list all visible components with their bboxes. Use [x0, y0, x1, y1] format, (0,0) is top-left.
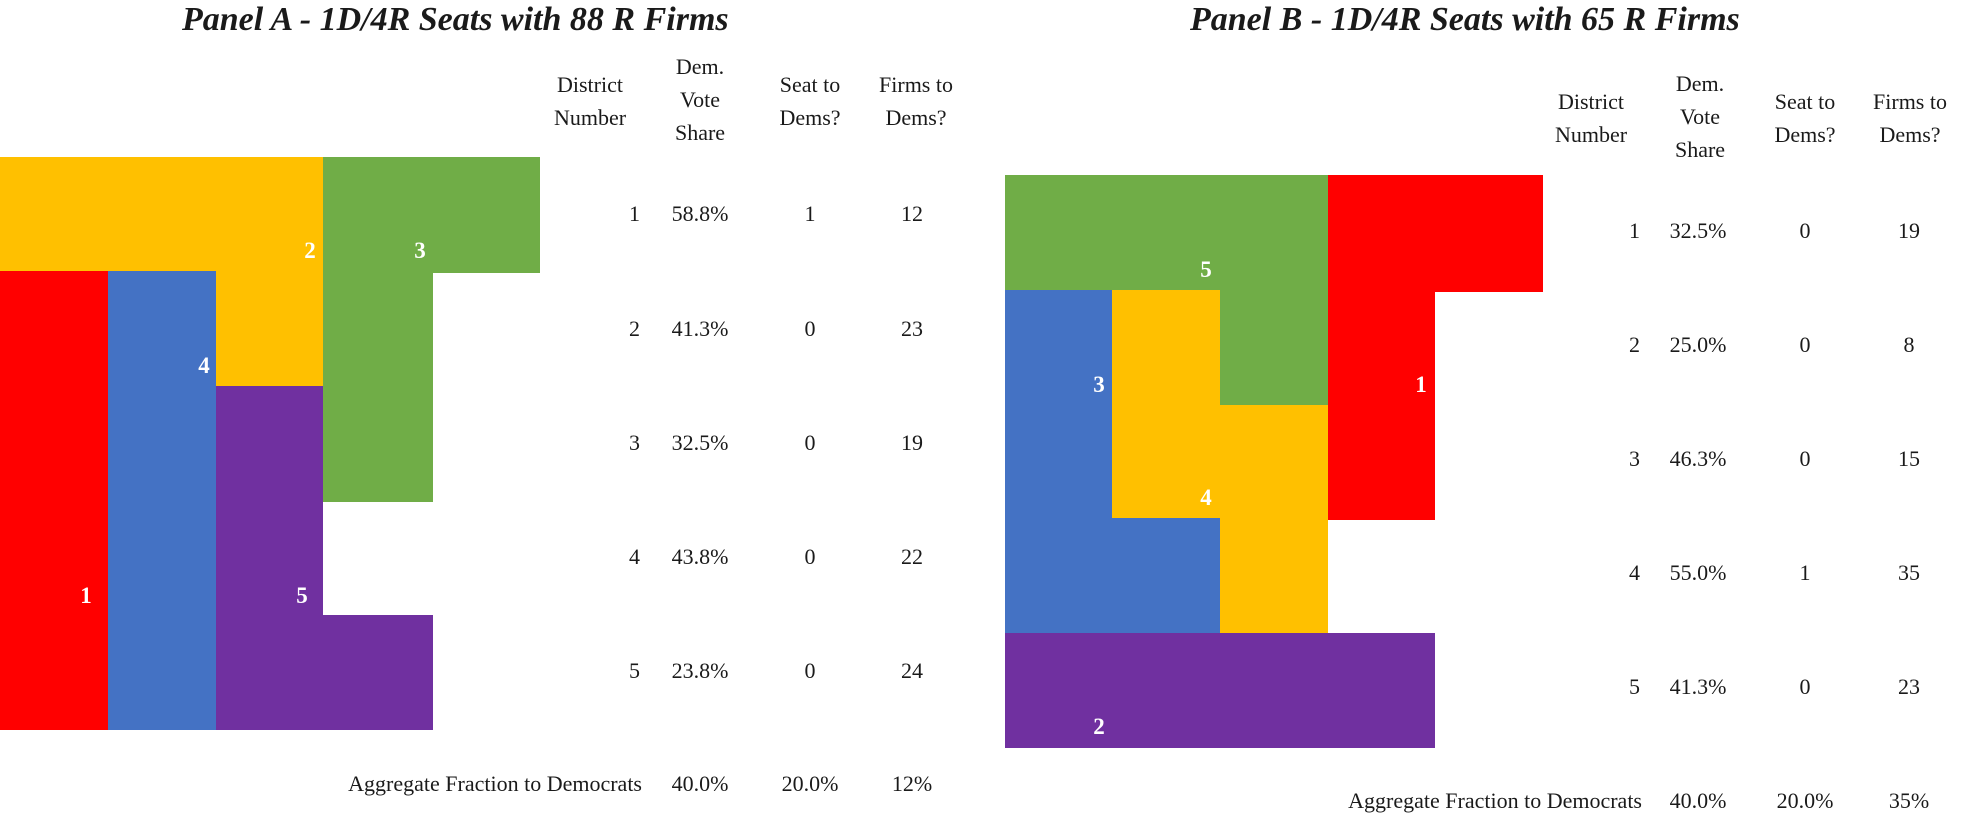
cell-firms: 23 — [901, 316, 923, 341]
header-firms-line-1: Firms to — [879, 72, 953, 97]
cell-district: 3 — [629, 430, 640, 455]
cell-firms: 19 — [1898, 218, 1920, 243]
panel-a: Panel A - 1D/4R Seats with 88 R Firms 1 … — [0, 1, 964, 796]
cell-district: 2 — [629, 316, 640, 341]
district-4 — [1112, 290, 1328, 633]
district-4 — [108, 271, 216, 730]
header-district-line-2: Number — [1554, 122, 1628, 147]
cell-firms: 24 — [901, 658, 923, 683]
district-map: 1 2 3 4 5 — [0, 157, 540, 730]
header-seat-line-1: Seat to — [1774, 89, 1836, 114]
district-label-4: 4 — [1200, 485, 1212, 510]
cell-vote: 55.0% — [1669, 560, 1727, 585]
cell-seat: 1 — [1799, 560, 1811, 585]
cell-seat: 0 — [804, 316, 816, 341]
header-seat-line-2: Dems? — [1774, 122, 1836, 147]
panel-title: Panel B - 1D/4R Seats with 65 R Firms — [1190, 1, 1740, 38]
cell-seat: 0 — [804, 658, 816, 683]
header-vote-line-1: Dem. — [675, 54, 725, 79]
cell-seat: 0 — [1799, 674, 1811, 699]
header-vote-line-3: Share — [1674, 137, 1726, 162]
header-district-line-1: District — [1558, 89, 1624, 114]
cell-firms: 19 — [901, 430, 923, 455]
cell-vote: 23.8% — [671, 658, 729, 683]
aggregate-vote: 40.0% — [671, 771, 729, 796]
aggregate-seat: 20.0% — [781, 771, 839, 796]
cell-district: 1 — [629, 201, 640, 226]
cell-firms: 8 — [1903, 332, 1915, 357]
cell-firms: 23 — [1898, 674, 1920, 699]
cell-vote: 43.8% — [671, 544, 729, 569]
cell-seat: 0 — [804, 544, 816, 569]
cell-district: 5 — [1629, 674, 1640, 699]
header-firms-line-2: Dems? — [1879, 122, 1941, 147]
panel-b: Panel B - 1D/4R Seats with 65 R Firms 1 … — [985, 0, 1965, 820]
district-label-1: 1 — [1415, 372, 1427, 397]
aggregate-label: Aggregate Fraction to Democrats — [1348, 788, 1642, 813]
district-label-3: 3 — [414, 238, 426, 263]
cell-vote: 58.8% — [671, 201, 729, 226]
header-firms: Firms to Dems? — [868, 68, 964, 134]
header-seat: Seat to Dems? — [1760, 85, 1850, 151]
district-label-5: 5 — [1200, 257, 1212, 282]
header-seat: Seat to Dems? — [765, 68, 855, 134]
district-map: 1 2 3 4 5 — [1005, 175, 1543, 748]
district-label-5: 5 — [296, 583, 308, 608]
header-vote: Dem. Vote Share — [1650, 67, 1750, 166]
cell-seat: 0 — [1799, 446, 1811, 471]
district-2 — [1005, 633, 1435, 748]
header-district: District Number — [545, 68, 635, 134]
cell-seat: 1 — [804, 201, 816, 226]
header-firms-line-2: Dems? — [885, 105, 947, 130]
aggregate-firms: 12% — [891, 771, 933, 796]
cell-district: 4 — [629, 544, 640, 569]
district-label-3: 3 — [1093, 372, 1105, 397]
district-1 — [0, 271, 108, 730]
header-seat-line-1: Seat to — [779, 72, 841, 97]
cell-vote: 32.5% — [1669, 218, 1727, 243]
cell-firms: 22 — [901, 544, 923, 569]
aggregate-firms: 35% — [1888, 788, 1930, 813]
cell-district: 5 — [629, 658, 640, 683]
header-vote-line-3: Share — [674, 120, 726, 145]
header-vote-line-2: Vote — [680, 87, 720, 112]
cell-vote: 32.5% — [671, 430, 729, 455]
cell-firms: 15 — [1898, 446, 1920, 471]
district-3 — [323, 157, 540, 502]
header-seat-line-2: Dems? — [779, 105, 841, 130]
header-vote-line-1: Dem. — [1675, 71, 1725, 96]
district-3 — [1005, 290, 1220, 633]
district-2 — [0, 157, 323, 386]
district-5 — [216, 386, 433, 730]
district-1 — [1328, 175, 1543, 520]
header-vote: Dem. Vote Share — [650, 50, 750, 149]
aggregate-seat: 20.0% — [1776, 788, 1834, 813]
cell-vote: 41.3% — [1669, 674, 1727, 699]
cell-district: 3 — [1629, 446, 1640, 471]
aggregate-label: Aggregate Fraction to Democrats — [348, 771, 642, 796]
panel-title: Panel A - 1D/4R Seats with 88 R Firms — [182, 1, 729, 38]
cell-seat: 0 — [804, 430, 816, 455]
header-district-line-2: Number — [553, 105, 627, 130]
cell-district: 1 — [1629, 218, 1640, 243]
cell-district: 4 — [1629, 560, 1640, 585]
cell-seat: 0 — [1799, 332, 1811, 357]
cell-vote: 25.0% — [1669, 332, 1727, 357]
district-label-2: 2 — [1093, 714, 1105, 739]
district-label-2: 2 — [304, 238, 316, 263]
district-label-4: 4 — [198, 353, 210, 378]
header-firms: Firms to Dems? — [1862, 85, 1958, 151]
aggregate-vote: 40.0% — [1669, 788, 1727, 813]
cell-vote: 41.3% — [671, 316, 729, 341]
header-district-line-1: District — [557, 72, 623, 97]
header-district: District Number — [1546, 85, 1636, 151]
header-firms-line-1: Firms to — [1873, 89, 1947, 114]
cell-seat: 0 — [1799, 218, 1811, 243]
cell-vote: 46.3% — [1669, 446, 1727, 471]
header-vote-line-2: Vote — [1680, 104, 1720, 129]
district-label-1: 1 — [80, 583, 92, 608]
cell-firms: 12 — [901, 201, 923, 226]
cell-firms: 35 — [1898, 560, 1920, 585]
cell-district: 2 — [1629, 332, 1640, 357]
